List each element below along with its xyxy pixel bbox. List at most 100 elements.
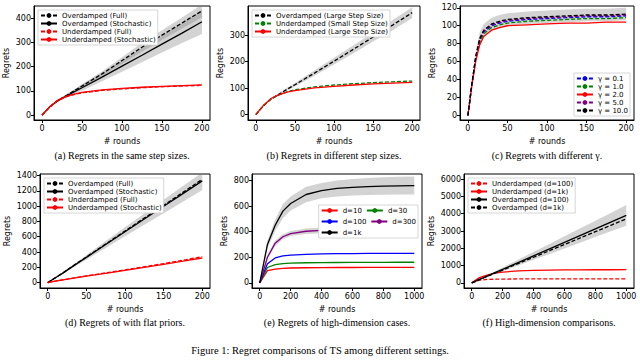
svg-text:200: 200 — [495, 292, 510, 301]
svg-text:150: 150 — [154, 124, 169, 133]
svg-text:200: 200 — [195, 292, 210, 301]
svg-text:600: 600 — [345, 292, 360, 301]
svg-text:5000: 5000 — [441, 192, 461, 201]
svg-text:0: 0 — [26, 111, 31, 120]
svg-text:Overdamped (Stochastic): Overdamped (Stochastic) — [62, 20, 152, 28]
svg-text:Figure 1: Regret comparisons o: Figure 1: Regret comparisons of TS among… — [191, 345, 449, 356]
svg-text:# rounds: # rounds — [104, 137, 141, 146]
svg-text:(e) Regrets of high-dimension: (e) Regrets of high-dimension cases. — [264, 317, 410, 329]
svg-text:(d) Regrets of with flat prior: (d) Regrets of with flat priors. — [65, 317, 185, 329]
svg-text:(b) Regrets in different step: (b) Regrets in different step sizes. — [267, 150, 402, 162]
svg-text:200: 200 — [283, 292, 298, 301]
svg-text:200: 200 — [230, 57, 245, 66]
svg-text:100: 100 — [114, 124, 129, 133]
svg-text:200: 200 — [234, 253, 249, 262]
svg-text:γ = 1.0: γ = 1.0 — [598, 83, 624, 91]
svg-text:200: 200 — [16, 62, 31, 71]
svg-text:800: 800 — [22, 217, 37, 226]
svg-text:Underdamped (Full): Underdamped (Full) — [68, 196, 138, 204]
svg-text:100: 100 — [230, 84, 245, 93]
svg-text:800: 800 — [588, 292, 603, 301]
svg-text:300: 300 — [16, 38, 31, 47]
svg-text:Overdamped (d=1k): Overdamped (d=1k) — [492, 204, 564, 212]
svg-text:# rounds: # rounds — [319, 305, 356, 314]
svg-text:Underdamped (Stochastic): Underdamped (Stochastic) — [68, 204, 162, 212]
svg-text:400: 400 — [314, 292, 329, 301]
svg-text:0: 0 — [452, 111, 457, 120]
svg-text:400: 400 — [234, 227, 249, 236]
svg-text:50: 50 — [290, 124, 300, 133]
svg-text:0: 0 — [39, 124, 44, 133]
svg-text:400: 400 — [16, 14, 31, 23]
svg-text:Regrets: Regrets — [2, 48, 11, 79]
svg-text:Regrets: Regrets — [220, 216, 229, 247]
svg-text:# rounds: # rounds — [107, 305, 144, 314]
svg-text:(a) Regrets in the same step s: (a) Regrets in the same step sizes. — [54, 150, 189, 162]
svg-text:100: 100 — [539, 124, 554, 133]
svg-text:(c) Regrets with different γ.: (c) Regrets with different γ. — [492, 150, 603, 162]
svg-text:Underdamped (d=1k): Underdamped (d=1k) — [492, 188, 569, 196]
svg-text:400: 400 — [526, 292, 541, 301]
svg-text:3000: 3000 — [441, 227, 461, 236]
svg-text:40: 40 — [447, 75, 457, 84]
svg-text:1200: 1200 — [17, 186, 37, 195]
svg-text:150: 150 — [156, 292, 171, 301]
svg-text:1400: 1400 — [17, 171, 37, 180]
svg-text:Underdamped (Stochastic): Underdamped (Stochastic) — [62, 36, 156, 44]
svg-text:6000: 6000 — [441, 175, 461, 184]
svg-text:1000: 1000 — [616, 292, 636, 301]
svg-text:400: 400 — [22, 248, 37, 257]
svg-text:Overdamped (Full): Overdamped (Full) — [68, 180, 133, 188]
svg-text:γ = 2.0: γ = 2.0 — [598, 91, 624, 99]
svg-text:0: 0 — [45, 292, 50, 301]
svg-text:100: 100 — [16, 86, 31, 95]
svg-text:γ = 5.0: γ = 5.0 — [598, 99, 624, 107]
svg-text:800: 800 — [234, 176, 249, 185]
svg-text:d=10: d=10 — [343, 207, 362, 215]
svg-text:300: 300 — [230, 31, 245, 40]
svg-text:Regrets: Regrets — [427, 216, 436, 247]
svg-text:Underdamped (d=100): Underdamped (d=100) — [492, 180, 573, 188]
svg-text:4000: 4000 — [441, 209, 461, 218]
svg-text:60: 60 — [447, 57, 457, 66]
svg-text:100: 100 — [442, 21, 457, 30]
svg-text:γ = 10.0: γ = 10.0 — [598, 107, 628, 115]
svg-text:800: 800 — [376, 292, 391, 301]
svg-text:0: 0 — [465, 124, 470, 133]
svg-text:200: 200 — [405, 124, 420, 133]
svg-text:100: 100 — [117, 292, 132, 301]
svg-text:80: 80 — [447, 39, 457, 48]
svg-text:1000: 1000 — [17, 202, 37, 211]
svg-text:# rounds: # rounds — [529, 137, 566, 146]
svg-text:Overdamped (d=100): Overdamped (d=100) — [492, 196, 569, 204]
svg-text:100: 100 — [326, 124, 341, 133]
svg-text:50: 50 — [81, 292, 91, 301]
svg-text:200: 200 — [194, 124, 209, 133]
svg-text:(f) High-dimension comparisons: (f) High-dimension comparisons. — [482, 317, 615, 329]
svg-text:0: 0 — [244, 278, 249, 287]
svg-text:Overdamped (Full): Overdamped (Full) — [62, 12, 127, 20]
svg-text:γ = 0.1: γ = 0.1 — [598, 75, 624, 83]
svg-text:50: 50 — [77, 124, 87, 133]
svg-text:Regrets: Regrets — [216, 48, 225, 79]
svg-text:20: 20 — [447, 93, 457, 102]
svg-text:d=100: d=100 — [343, 218, 367, 226]
svg-text:0: 0 — [253, 124, 258, 133]
svg-text:150: 150 — [579, 124, 594, 133]
svg-text:Underdamped (Large Step Size): Underdamped (Large Step Size) — [276, 28, 388, 36]
svg-text:1000: 1000 — [441, 261, 461, 270]
svg-text:200: 200 — [22, 263, 37, 272]
svg-text:120: 120 — [442, 3, 457, 12]
svg-text:Overdamped (Large Step Size): Overdamped (Large Step Size) — [276, 12, 384, 20]
svg-text:50: 50 — [502, 124, 512, 133]
svg-text:600: 600 — [234, 202, 249, 211]
svg-text:0: 0 — [469, 292, 474, 301]
svg-text:Overdamped (Stochastic): Overdamped (Stochastic) — [68, 188, 158, 196]
svg-text:0: 0 — [240, 110, 245, 119]
svg-text:d=1k: d=1k — [343, 229, 363, 237]
svg-text:600: 600 — [557, 292, 572, 301]
svg-text:d=300: d=300 — [392, 218, 416, 226]
svg-text:150: 150 — [365, 124, 380, 133]
svg-text:0: 0 — [32, 278, 37, 287]
svg-text:Regrets: Regrets — [3, 216, 12, 247]
